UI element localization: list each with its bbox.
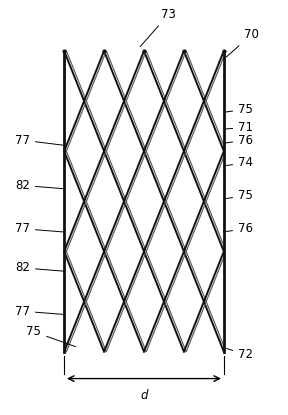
Text: 74: 74 <box>224 156 253 169</box>
Text: 77: 77 <box>15 222 64 235</box>
Text: 76: 76 <box>224 222 253 235</box>
Text: d: d <box>140 389 148 402</box>
Text: 77: 77 <box>15 305 64 317</box>
Text: 77: 77 <box>15 134 64 146</box>
Text: 82: 82 <box>15 179 64 192</box>
Text: 75: 75 <box>26 325 76 347</box>
Text: 73: 73 <box>140 8 176 47</box>
Text: 71: 71 <box>224 121 253 134</box>
Text: 70: 70 <box>226 29 259 57</box>
Text: 76: 76 <box>224 134 253 146</box>
Text: 82: 82 <box>15 261 64 274</box>
Text: 75: 75 <box>224 189 253 202</box>
Text: 75: 75 <box>224 103 253 116</box>
Text: 72: 72 <box>227 348 253 361</box>
